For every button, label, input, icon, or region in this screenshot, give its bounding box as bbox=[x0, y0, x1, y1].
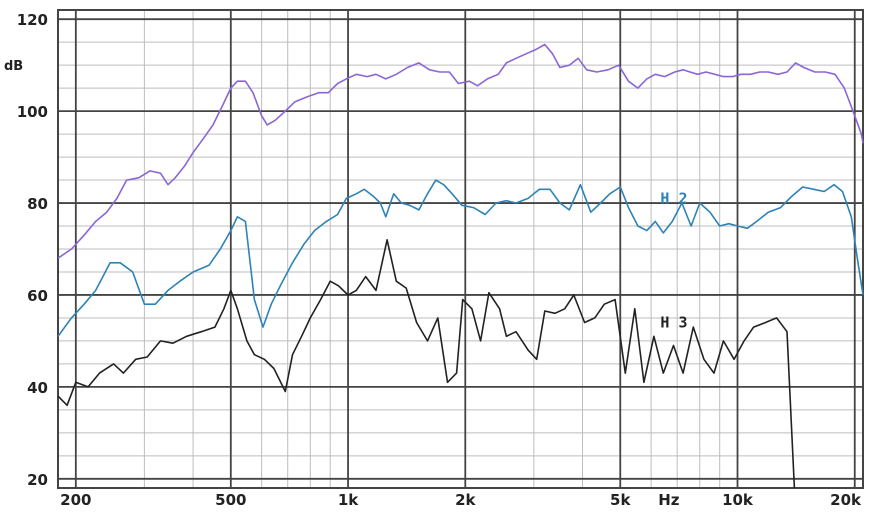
series-label-h2: H 2 bbox=[660, 189, 687, 207]
series-label-h3: H 3 bbox=[660, 314, 687, 332]
x-tick-label: 1k bbox=[338, 491, 359, 509]
series-line-h3 bbox=[57, 239, 796, 489]
grid bbox=[57, 9, 864, 489]
y-tick-label: 20 bbox=[27, 471, 48, 489]
x-axis-unit-label: Hz bbox=[658, 491, 680, 509]
y-tick-label: 40 bbox=[27, 379, 48, 397]
y-tick-label: 60 bbox=[27, 287, 48, 305]
x-tick-label: 10k bbox=[722, 491, 754, 509]
x-tick-label: 500 bbox=[215, 491, 246, 509]
y-tick-label: 120 bbox=[17, 11, 48, 29]
x-tick-label: 20k bbox=[830, 491, 862, 509]
series-layer bbox=[57, 43, 864, 489]
series-line-fundamental bbox=[57, 43, 864, 259]
y-tick-label: 80 bbox=[27, 195, 48, 213]
series-line-h2 bbox=[57, 179, 864, 337]
x-axis-ticks: 200 500 1k 2k 5k 10k 20k bbox=[60, 491, 862, 509]
x-tick-label: 5k bbox=[610, 491, 631, 509]
y-tick-label: 100 bbox=[17, 103, 48, 121]
y-axis-ticks: 20 40 60 80 100 120 bbox=[17, 11, 48, 489]
plot-border bbox=[57, 9, 864, 489]
y-axis-label: dB bbox=[4, 59, 23, 74]
x-tick-label: 2k bbox=[455, 491, 476, 509]
series-labels: H 2 H 3 bbox=[660, 189, 687, 331]
x-tick-label: 200 bbox=[60, 491, 91, 509]
